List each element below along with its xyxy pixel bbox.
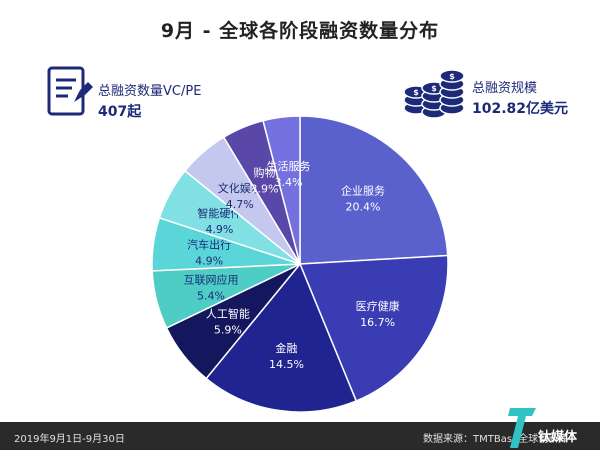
slice-value-8: 4.7% [226, 198, 254, 211]
slice-value-10: 3.4% [274, 176, 302, 189]
date-range: 2019年9月1日-9月30日 [14, 434, 125, 445]
slice-label-5: 互联网应用 [184, 272, 239, 286]
slice-label-10: 生活服务 [266, 159, 310, 173]
svg-text:$: $ [431, 84, 437, 93]
pie-slice-2 [298, 254, 449, 402]
footer-bar: 2019年9月1日-9月30日 数据来源：TMTBase全球创新库 [0, 422, 600, 450]
svg-text:$: $ [413, 88, 419, 97]
pie-slice-1 [299, 115, 449, 265]
slice-label-8: 文化娱乐 [218, 181, 262, 195]
svg-text:$: $ [449, 72, 455, 81]
brand-name: 钛媒体 [538, 430, 578, 445]
slice-value-5: 5.4% [197, 289, 225, 302]
total-funding-label: 总融资规模 [472, 81, 538, 96]
slice-label-9: 购物 [254, 165, 276, 179]
tmtpost-logo-icon [508, 408, 536, 448]
slice-label-3: 金融 [275, 341, 297, 355]
slice-label-4: 人工智能 [206, 307, 250, 321]
slice-value-2: 16.7% [360, 316, 395, 329]
document-pen-icon [47, 66, 93, 116]
total-deals-value: 407起 [98, 104, 142, 120]
total-funding-value: 102.82亿美元 [472, 101, 569, 117]
slice-value-7: 4.9% [205, 223, 233, 236]
slice-label-7: 智能硬件 [197, 206, 241, 220]
pie-slice-3 [205, 262, 358, 413]
chart-title: 9月 - 全球各阶段融资数量分布 [160, 20, 440, 42]
data-source: 数据来源：TMTBase全球创新库 [423, 434, 569, 445]
slice-value-4: 5.9% [214, 324, 242, 337]
slice-value-1: 20.4% [346, 200, 381, 213]
slice-label-1: 企业服务 [341, 183, 385, 197]
slice-value-6: 4.9% [195, 255, 223, 268]
slice-value-9: 3.9% [251, 182, 279, 195]
total-deals-label: 总融资数量VC/PE [98, 84, 202, 99]
pie-slice-10 [262, 115, 301, 265]
slice-label-2: 医疗健康 [356, 299, 400, 313]
coin-stack-icon: $ $ $ [403, 69, 465, 119]
slice-value-3: 14.5% [269, 358, 304, 371]
slice-label-6: 汽车出行 [187, 238, 231, 252]
pie-chart: 企业服务 20.4% 医疗健康 16.7% 金融 14.5% 人工智能 5.9% 互联网应用 5.… [151, 115, 449, 413]
